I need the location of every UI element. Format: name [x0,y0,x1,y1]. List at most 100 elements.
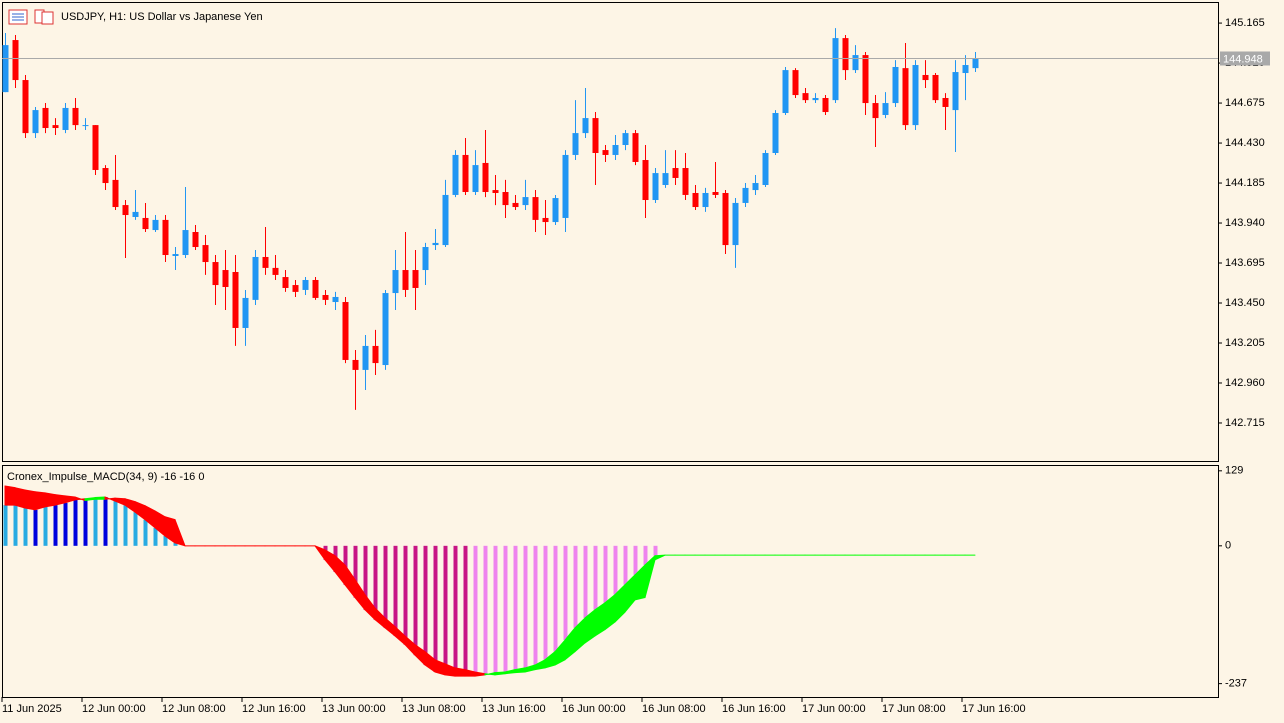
candle-body [882,103,889,115]
candle-body [942,97,949,107]
macd-signal-fill [14,487,26,509]
candle-body [392,270,399,294]
bid-label: 144.948 [1223,53,1263,65]
candle-body [72,107,79,126]
histogram-bar [93,497,98,546]
x-tick-label: 11 Jun 2025 [2,703,62,715]
histogram-bar [563,545,568,641]
candle-body [512,202,519,208]
candle-body [162,219,169,256]
candle-body [972,58,979,69]
candle-body [772,113,779,154]
histogram-bar [363,545,368,610]
candle-body [712,192,719,195]
candle-body [2,45,9,93]
histogram-bar [143,519,148,546]
candle-body [252,256,259,300]
candle-body [532,197,539,220]
symbol-icons [8,9,54,25]
candle-body [652,173,659,201]
histogram-bar [473,545,478,677]
histogram-bar [483,545,488,675]
x-tick-label: 13 Jun 16:00 [482,703,546,715]
candle-body [862,55,869,104]
candle-body [482,162,489,193]
y-tick-label: 143.940 [1225,217,1265,229]
histogram-bar [533,545,538,666]
candle-body [82,125,89,127]
macd-signal-fill [654,554,666,561]
candle-body [62,107,69,130]
candle-body [192,232,199,248]
candle-body [952,72,959,111]
candle-body [92,125,99,170]
y-tick-label: 142.960 [1225,377,1265,389]
histogram-bar [503,545,508,672]
candle-body [632,133,639,162]
candle-body [612,145,619,155]
candle-body [502,192,509,206]
histogram-bar [593,545,598,610]
histogram-bar [173,542,178,546]
candle-body [572,133,579,155]
x-tick-label: 17 Jun 00:00 [802,703,866,715]
candle-body [762,153,769,185]
histogram-bar [413,545,418,656]
histogram-bar [643,545,648,566]
candle-body [122,205,129,216]
histogram-bar [73,499,78,546]
histogram-bar [3,505,8,546]
histogram-bar [523,545,528,668]
macd-signal-fill [24,489,36,511]
candle-body [832,38,839,101]
candle-body [12,40,19,81]
candle-body [52,125,59,129]
macd-signal-fill [4,485,16,506]
candle-body [622,133,629,146]
histogram-bar [133,512,138,546]
histogram-bar [613,545,618,595]
candle-body [452,154,459,195]
candle-body [592,118,599,154]
candle-body [932,74,939,101]
y-tick-label: 143.205 [1225,337,1265,349]
candle-body [962,65,969,74]
histogram-bar [653,545,658,556]
macd-signal-fill [174,519,186,547]
candle-body [342,302,349,360]
candle-body [412,270,419,288]
candle-body [552,198,559,223]
candle-body [182,230,189,256]
histogram-bar [43,506,48,546]
histogram-bar [83,498,88,546]
candle-body [852,55,859,71]
histogram-bar [493,545,498,673]
y-tick-label: -237 [1225,678,1247,690]
macd-signal-fill [94,496,106,500]
histogram-bar [23,508,28,546]
candle-body [922,74,929,81]
macd-signal-fill [454,667,466,677]
histogram-bar [573,545,578,628]
candle-body [812,97,819,101]
y-tick-label: 0 [1225,540,1231,552]
histogram-bar [583,545,588,618]
candle-body [232,271,239,328]
y-tick-label: 143.450 [1225,297,1265,309]
x-tick-label: 16 Jun 00:00 [562,703,626,715]
x-tick-label: 12 Jun 16:00 [242,703,306,715]
candle-body [332,296,339,303]
candle-body [542,217,549,223]
candle-body [262,256,269,268]
histogram-bar [633,545,638,575]
candle-body [522,197,529,206]
histogram-bar [603,545,608,603]
candle-body [672,168,679,178]
histogram-bar [453,545,458,677]
histogram-bar [353,545,358,598]
candle-body [472,165,479,193]
macd-signal-fill [44,492,56,508]
histogram-bar [33,509,38,546]
